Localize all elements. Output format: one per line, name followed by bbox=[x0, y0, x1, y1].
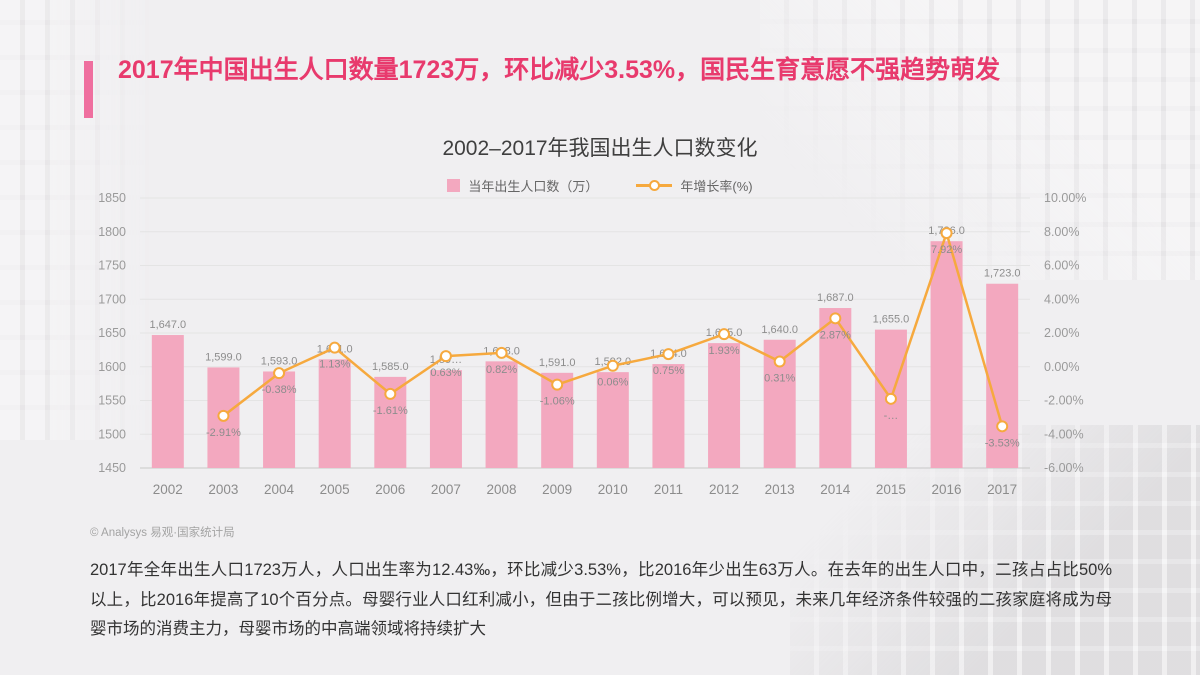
svg-text:-4.00%: -4.00% bbox=[1044, 427, 1084, 441]
title-accent-bar bbox=[84, 61, 93, 118]
svg-text:2012: 2012 bbox=[709, 482, 739, 497]
svg-text:2013: 2013 bbox=[765, 482, 795, 497]
svg-text:1,723.0: 1,723.0 bbox=[984, 268, 1021, 280]
svg-text:10.00%: 10.00% bbox=[1044, 191, 1086, 205]
legend-label-growth-rate: 年增长率(%) bbox=[680, 179, 753, 194]
svg-text:0.00%: 0.00% bbox=[1044, 360, 1079, 374]
svg-text:2.00%: 2.00% bbox=[1044, 326, 1079, 340]
svg-text:1,640.0: 1,640.0 bbox=[761, 324, 798, 336]
svg-text:2008: 2008 bbox=[487, 482, 517, 497]
svg-text:-1.06%: -1.06% bbox=[540, 396, 575, 408]
svg-text:2015: 2015 bbox=[876, 482, 906, 497]
svg-text:2.87%: 2.87% bbox=[820, 329, 851, 341]
svg-text:1850: 1850 bbox=[98, 191, 126, 205]
svg-text:1.13%: 1.13% bbox=[319, 359, 350, 371]
svg-text:1,585.0: 1,585.0 bbox=[372, 361, 409, 373]
source-note: © Analysys 易观·国家统计局 bbox=[90, 527, 235, 539]
svg-text:1,599.0: 1,599.0 bbox=[205, 351, 242, 363]
svg-text:-0.38%: -0.38% bbox=[262, 384, 297, 396]
svg-text:0.63%: 0.63% bbox=[430, 367, 461, 379]
svg-text:0.75%: 0.75% bbox=[653, 365, 684, 377]
legend-item-growth-rate: 年增长率(%) bbox=[636, 176, 753, 195]
svg-text:2006: 2006 bbox=[375, 482, 405, 497]
svg-text:1450: 1450 bbox=[98, 461, 126, 475]
svg-text:1,647.0: 1,647.0 bbox=[149, 319, 186, 331]
svg-text:2009: 2009 bbox=[542, 482, 572, 497]
legend-item-births: 当年出生人口数（万） bbox=[447, 176, 598, 195]
svg-text:2005: 2005 bbox=[320, 482, 350, 497]
svg-text:2007: 2007 bbox=[431, 482, 461, 497]
svg-text:-1.61%: -1.61% bbox=[373, 405, 408, 417]
svg-text:1,687.0: 1,687.0 bbox=[817, 292, 854, 304]
svg-text:0.06%: 0.06% bbox=[597, 377, 628, 389]
svg-text:1.93%: 1.93% bbox=[708, 345, 739, 357]
svg-text:0.82%: 0.82% bbox=[486, 364, 517, 376]
svg-text:-…: -… bbox=[884, 410, 899, 422]
svg-text:1,655.0: 1,655.0 bbox=[873, 314, 910, 326]
svg-text:1750: 1750 bbox=[98, 259, 126, 273]
svg-text:2011: 2011 bbox=[654, 482, 683, 497]
svg-text:-2.91%: -2.91% bbox=[206, 427, 241, 439]
chart-canvas: 1850 1800 1750 1700 1650 1600 1550 1500 1450 10.0… bbox=[98, 191, 1086, 497]
svg-text:2014: 2014 bbox=[820, 482, 851, 497]
svg-text:2002: 2002 bbox=[153, 482, 183, 497]
svg-text:2017: 2017 bbox=[987, 482, 1017, 497]
chart-title: 2002–2017年我国出生人口数变化 bbox=[442, 137, 758, 160]
svg-text:2004: 2004 bbox=[264, 482, 295, 497]
svg-text:6.00%: 6.00% bbox=[1044, 259, 1079, 273]
svg-text:1500: 1500 bbox=[98, 427, 126, 441]
analysis-paragraph: 2017年全年出生人口1723万人，人口出生率为12.43‰，环比减少3.53%… bbox=[90, 561, 1112, 639]
svg-text:2016: 2016 bbox=[932, 482, 962, 497]
svg-text:2003: 2003 bbox=[208, 482, 238, 497]
svg-text:1700: 1700 bbox=[98, 292, 126, 306]
svg-text:-3.53%: -3.53% bbox=[985, 437, 1020, 449]
svg-text:-2.00%: -2.00% bbox=[1044, 394, 1084, 408]
svg-text:1800: 1800 bbox=[98, 225, 126, 239]
svg-text:8.00%: 8.00% bbox=[1044, 225, 1079, 239]
svg-text:1550: 1550 bbox=[98, 394, 126, 408]
line-series-swatch-icon bbox=[636, 179, 673, 192]
svg-text:7.92%: 7.92% bbox=[931, 244, 962, 256]
chart-legend: 当年出生人口数（万） 年增长率(%) bbox=[35, 176, 1165, 195]
bar-series-swatch-icon bbox=[447, 179, 461, 192]
svg-text:4.00%: 4.00% bbox=[1044, 292, 1079, 306]
svg-text:-6.00%: -6.00% bbox=[1044, 461, 1084, 475]
slide-title: 2017年中国出生人口数量1723万，环比减少3.53%，国民生育意愿不强趋势萌… bbox=[118, 56, 1001, 84]
legend-label-births: 当年出生人口数（万） bbox=[468, 179, 599, 194]
svg-text:1,591.0: 1,591.0 bbox=[539, 357, 576, 369]
svg-text:1600: 1600 bbox=[98, 360, 126, 374]
svg-text:0.31%: 0.31% bbox=[764, 373, 795, 385]
svg-text:2010: 2010 bbox=[598, 482, 628, 497]
svg-text:1,593.0: 1,593.0 bbox=[261, 355, 298, 367]
svg-text:1650: 1650 bbox=[98, 326, 126, 340]
